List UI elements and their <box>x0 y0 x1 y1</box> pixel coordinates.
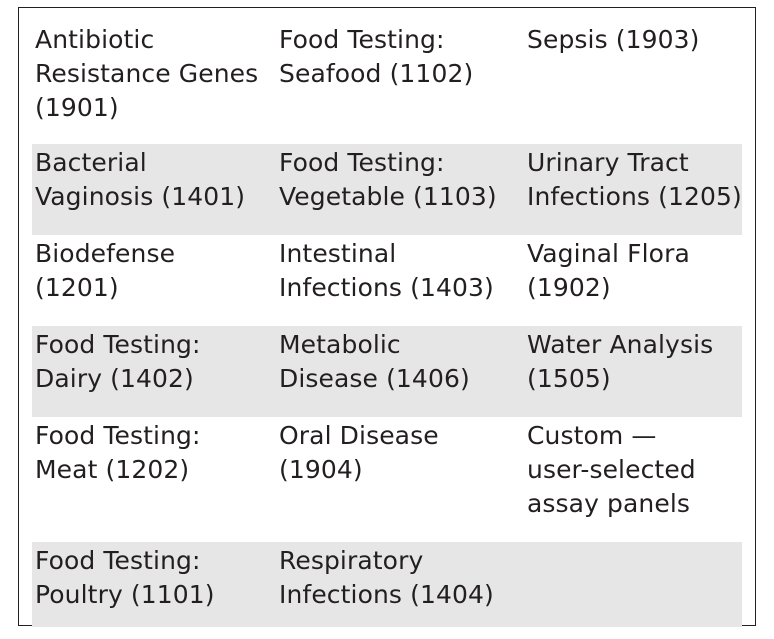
table-row: Food Testing: Meat (1202) Oral Disease (… <box>32 417 742 542</box>
panel-list-frame: Antibiotic Resistance Genes (1901) Food … <box>18 7 756 627</box>
table-cell: Water Analysis (1505) <box>527 330 714 393</box>
table-cell: Urinary Tract Infections (1205) <box>527 148 742 211</box>
table-row: Food Testing: Poultry (1101) Respiratory… <box>32 542 742 627</box>
table-cell: Food Testing: Vegetable (1103) <box>279 148 497 211</box>
table-cell: Intestinal Infections (1403) <box>279 239 494 302</box>
table-cell: Respiratory Infections (1404) <box>279 546 494 609</box>
table-row: Food Testing: Dairy (1402) Metabolic Dis… <box>32 326 742 417</box>
table-row: Bacterial Vaginosis (1401) Food Testing:… <box>32 144 742 235</box>
table-cell: Food Testing: Seafood (1102) <box>279 25 474 88</box>
table-cell: Food Testing: Meat (1202) <box>35 421 201 484</box>
panel-table: Antibiotic Resistance Genes (1901) Food … <box>32 21 742 627</box>
table-cell: Biodefense (1201) <box>35 239 176 302</box>
table-cell: Antibiotic Resistance Genes (1901) <box>35 25 259 122</box>
table-cell: Metabolic Disease (1406) <box>279 330 470 393</box>
table-cell: Sepsis (1903) <box>527 25 700 54</box>
table-cell: Food Testing: Dairy (1402) <box>35 330 201 393</box>
table-row: Biodefense (1201) Intestinal Infections … <box>32 235 742 326</box>
table-cell: Food Testing: Poultry (1101) <box>35 546 215 609</box>
table-cell: Oral Disease (1904) <box>279 421 439 484</box>
table-cell: Vaginal Flora (1902) <box>527 239 690 302</box>
table-row: Antibiotic Resistance Genes (1901) Food … <box>32 21 742 144</box>
table-cell: Custom — user-selected assay panels <box>527 421 696 518</box>
table-cell: Bacterial Vaginosis (1401) <box>35 148 246 211</box>
